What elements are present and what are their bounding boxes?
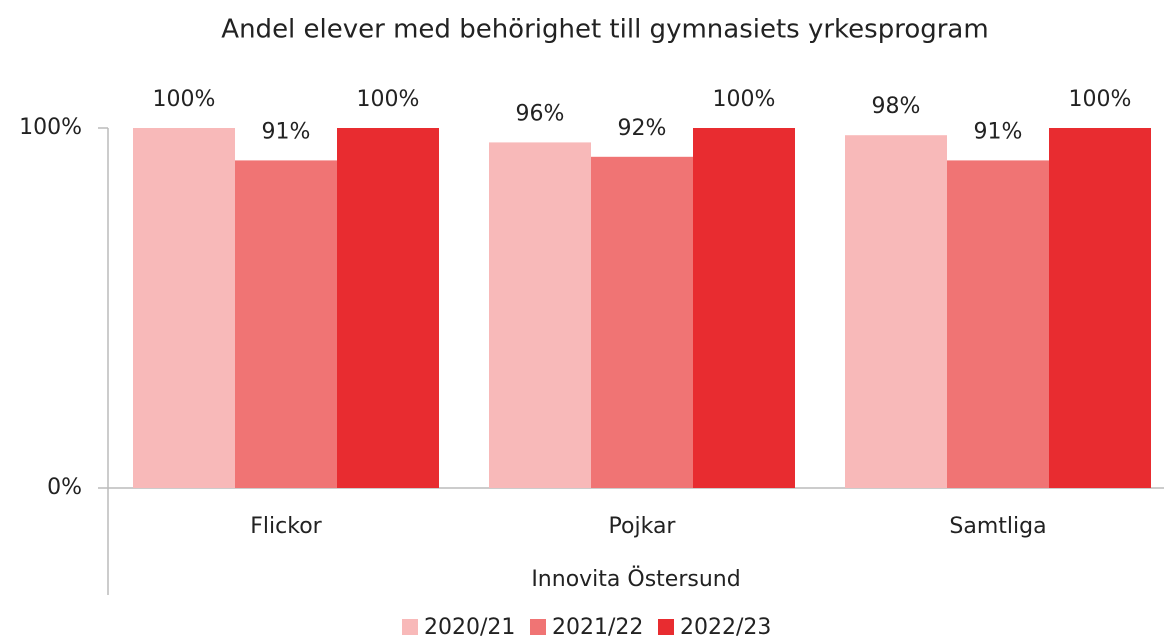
- data-label: 91%: [974, 119, 1023, 144]
- data-label: 92%: [618, 116, 667, 141]
- data-label: 100%: [357, 87, 420, 112]
- bar: [489, 142, 591, 488]
- bar: [1049, 128, 1151, 488]
- data-label: 100%: [713, 87, 776, 112]
- y-tick-label: 0%: [47, 475, 82, 500]
- data-label: 96%: [516, 101, 565, 126]
- legend-swatch: [658, 619, 674, 635]
- bar: [947, 160, 1049, 488]
- data-label: 100%: [153, 87, 216, 112]
- x-axis-label: Innovita Östersund: [531, 566, 740, 592]
- data-label: 98%: [872, 94, 921, 119]
- y-tick-label: 100%: [19, 115, 82, 140]
- bar: [693, 128, 795, 488]
- data-label: 100%: [1069, 87, 1132, 112]
- x-tick-label: Pojkar: [609, 514, 677, 539]
- bar: [337, 128, 439, 488]
- x-tick-label: Flickor: [250, 514, 322, 539]
- bar: [845, 135, 947, 488]
- legend-label: 2020/21: [424, 615, 515, 640]
- legend-label: 2021/22: [552, 615, 643, 640]
- bar: [235, 160, 337, 488]
- data-label: 91%: [262, 119, 311, 144]
- legend-swatch: [402, 619, 418, 635]
- legend-label: 2022/23: [680, 615, 771, 640]
- x-tick-label: Samtliga: [949, 514, 1046, 539]
- chart-title: Andel elever med behörighet till gymnasi…: [221, 15, 988, 45]
- bar: [133, 128, 235, 488]
- bar: [591, 156, 693, 489]
- legend-swatch: [530, 619, 546, 635]
